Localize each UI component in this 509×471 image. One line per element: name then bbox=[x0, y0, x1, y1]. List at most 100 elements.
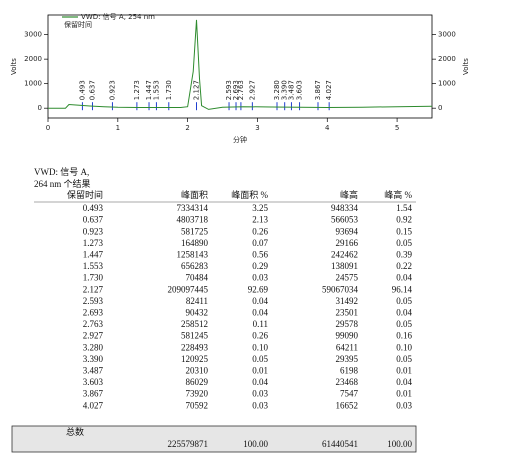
table-cell: 0.05 bbox=[396, 296, 412, 306]
table-cell: 0.01 bbox=[252, 365, 268, 375]
signal-title: VWD: 信号 A, bbox=[34, 166, 89, 177]
table-cell: 70592 bbox=[186, 400, 209, 410]
table-cell: 0.03 bbox=[252, 273, 268, 283]
table-cell: 0.03 bbox=[396, 400, 412, 410]
table-cell: 7334314 bbox=[177, 203, 209, 213]
y2-tick-label: 1000 bbox=[438, 80, 456, 88]
table-cell: 99090 bbox=[336, 331, 359, 341]
x-axis-label: 分钟 bbox=[233, 135, 247, 144]
table-cell: 0.05 bbox=[396, 319, 412, 329]
table-cell: 0.10 bbox=[252, 342, 268, 352]
y-tick-label: 2000 bbox=[24, 55, 42, 63]
signal-subtitle: 264 nm 个结果 bbox=[34, 178, 91, 189]
table-cell: 70484 bbox=[186, 273, 209, 283]
table-cell: 0.493 bbox=[83, 203, 104, 213]
table-cell: 258512 bbox=[181, 319, 208, 329]
peak-label: 3.487 bbox=[287, 80, 295, 100]
peak-label: 1.730 bbox=[165, 80, 173, 100]
x-tick-label: 2 bbox=[185, 124, 189, 132]
chart: 0 1 2 3 4 5 0 1000 2000 3000 0 1000 2000 3000 分钟 Volts V… bbox=[10, 12, 470, 144]
table-cell: 20310 bbox=[186, 365, 209, 375]
table-cell: 29578 bbox=[336, 319, 359, 329]
table-cell: 6198 bbox=[340, 365, 359, 375]
y-tick-label: 3000 bbox=[24, 31, 42, 39]
table-cell: 1.273 bbox=[83, 238, 104, 248]
table-cell: 4.027 bbox=[83, 400, 104, 410]
y2-tick-label: 3000 bbox=[438, 31, 456, 39]
table-cell: 23468 bbox=[336, 377, 359, 387]
x-tick-label: 4 bbox=[325, 124, 330, 132]
table-cell: 0.29 bbox=[252, 261, 268, 271]
table-cell: 566053 bbox=[331, 215, 359, 225]
peak-label: 2.693 bbox=[232, 80, 240, 100]
y2-tick-label: 2000 bbox=[438, 55, 456, 63]
table-cell: 0.04 bbox=[252, 307, 268, 317]
peak-label: 2.927 bbox=[248, 80, 256, 100]
legend-entry: VWD: 信号 A, 254 nm bbox=[81, 12, 155, 21]
y2-axis-label: Volts bbox=[462, 58, 470, 75]
table-cell: 164890 bbox=[181, 238, 209, 248]
table-cell: 96.14 bbox=[392, 284, 413, 294]
peak-label: 2.763 bbox=[237, 80, 245, 100]
table-cell: 656283 bbox=[181, 261, 209, 271]
peak-label: 3.280 bbox=[273, 80, 281, 100]
y2-tick-label: 0 bbox=[438, 104, 442, 112]
table-cell: 2.763 bbox=[83, 319, 104, 329]
peak-label: 1.553 bbox=[152, 80, 160, 100]
total-cell: 100.00 bbox=[243, 439, 268, 449]
table-cell: 1.553 bbox=[83, 261, 104, 271]
table-cell: 0.16 bbox=[396, 331, 412, 341]
table-cell: 0.03 bbox=[252, 400, 268, 410]
y-tick-label: 1000 bbox=[24, 80, 42, 88]
total-cell: 225579871 bbox=[168, 439, 209, 449]
table-cell: 0.15 bbox=[396, 226, 412, 236]
table-cell: 4803718 bbox=[177, 215, 209, 225]
table-cell: 0.22 bbox=[396, 261, 412, 271]
table-cell: 2.127 bbox=[83, 284, 104, 294]
x-tick-label: 3 bbox=[255, 124, 259, 132]
table-cell: 581245 bbox=[181, 331, 209, 341]
table-cell: 0.92 bbox=[396, 215, 412, 225]
table-cell: 1258143 bbox=[177, 249, 209, 259]
table-cell: 3.603 bbox=[83, 377, 104, 387]
peak-label: 0.493 bbox=[78, 80, 86, 100]
table-cell: 59067034 bbox=[322, 284, 359, 294]
table-cell: 242462 bbox=[331, 249, 358, 259]
table-cell: 3.25 bbox=[252, 203, 268, 213]
table-cell: 0.04 bbox=[396, 377, 412, 387]
table-cell: 0.01 bbox=[396, 389, 412, 399]
peak-label: 1.447 bbox=[145, 80, 153, 100]
total-cell: 100.00 bbox=[387, 439, 412, 449]
table-cell: 2.927 bbox=[83, 331, 104, 341]
table-cell: 0.56 bbox=[252, 249, 268, 259]
table-cell: 0.04 bbox=[252, 377, 268, 387]
column-header: 峰面积 bbox=[181, 189, 208, 200]
table-cell: 948334 bbox=[331, 203, 359, 213]
table-cell: 29166 bbox=[336, 238, 359, 248]
table-cell: 138091 bbox=[331, 261, 358, 271]
table-cell: 7547 bbox=[340, 389, 359, 399]
column-header: 峰高 bbox=[340, 189, 358, 200]
table-cell: 0.03 bbox=[252, 389, 268, 399]
table-cell: 3.280 bbox=[83, 342, 104, 352]
table-cell: 0.07 bbox=[252, 238, 268, 248]
table-cell: 29395 bbox=[336, 354, 359, 364]
table-cell: 0.26 bbox=[252, 331, 268, 341]
x-tick-label: 1 bbox=[116, 124, 120, 132]
table-cell: 24575 bbox=[336, 273, 359, 283]
total-box bbox=[11, 425, 417, 453]
table-cell: 0.05 bbox=[396, 354, 412, 364]
table-cell: 93694 bbox=[336, 226, 359, 236]
table-cell: 0.04 bbox=[396, 307, 412, 317]
column-header: 峰面积 % bbox=[231, 189, 268, 200]
table-cell: 86029 bbox=[186, 377, 209, 387]
peak-label: 3.867 bbox=[314, 80, 322, 100]
x-tick-label: 0 bbox=[46, 124, 50, 132]
y-axis-label: Volts bbox=[10, 58, 18, 75]
table-cell: 209097445 bbox=[168, 284, 209, 294]
table-cell: 0.923 bbox=[83, 226, 104, 236]
table-cell: 3.390 bbox=[83, 354, 104, 364]
table-cell: 3.867 bbox=[83, 389, 104, 399]
